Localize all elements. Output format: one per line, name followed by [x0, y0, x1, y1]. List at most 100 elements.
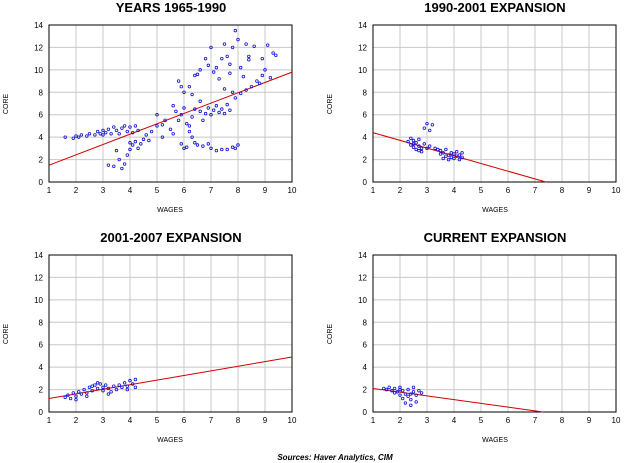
scatter-point [417, 144, 421, 148]
plot-frame [372, 254, 617, 413]
scatter-point [101, 133, 105, 137]
scatter-point [392, 391, 397, 395]
scatter-point [238, 65, 243, 70]
scatter-point [233, 96, 237, 100]
scatter-point [101, 388, 105, 393]
fit-line [372, 132, 546, 183]
scatter-point [68, 396, 73, 401]
scatter-point [193, 73, 197, 78]
scatter-point [392, 386, 397, 391]
scatter-point [449, 155, 453, 160]
y-tick-label: 10 [358, 296, 367, 305]
scatter-point [103, 130, 108, 135]
x-tick-label: 9 [263, 186, 268, 195]
scatter-point [260, 73, 264, 78]
y-tick-label: 8 [363, 318, 368, 327]
plot-frame [48, 254, 293, 413]
chart-title: YEARS 1965-1990 [116, 0, 227, 15]
scatter-point [82, 387, 86, 392]
scatter-point [244, 88, 248, 92]
x-tick-label: 6 [506, 416, 511, 425]
scatter-point [120, 126, 124, 130]
scatter-point [422, 142, 426, 146]
scatter-point [449, 151, 453, 155]
scatter-point [136, 128, 140, 133]
scatter-point [74, 397, 78, 402]
y-tick-label: 10 [34, 296, 43, 305]
fit-line [372, 387, 544, 413]
chart-title: CURRENT EXPANSION [424, 230, 567, 245]
scatter-point [179, 84, 183, 89]
scatter-point [101, 128, 105, 133]
scatter-point [214, 65, 219, 70]
x-tick-label: 5 [155, 186, 160, 195]
scatter-point [198, 109, 202, 114]
y-tick-label: 0 [363, 178, 368, 187]
scatter-point [179, 142, 183, 146]
y-tick-label: 4 [363, 363, 368, 372]
scatter-point [209, 45, 213, 50]
scatter-point [406, 387, 410, 392]
scatter-point [274, 53, 278, 57]
scatter-point [214, 148, 219, 153]
scatter-point [114, 148, 119, 153]
scatter-point [98, 132, 102, 136]
scatter-point [74, 394, 78, 398]
scatter-point [414, 147, 418, 152]
y-tick-label: 12 [34, 43, 43, 52]
x-tick-label: 9 [587, 416, 592, 425]
scatter-point [411, 142, 416, 146]
scatter-point [130, 382, 135, 386]
scatter-point [247, 54, 251, 59]
plot-frame [48, 24, 293, 183]
scatter-point [203, 111, 208, 116]
scatter-point [125, 387, 129, 392]
scatter-point [233, 28, 237, 33]
scatter-point [417, 137, 421, 142]
scatter-point [122, 124, 127, 128]
y-axis-label: CORE [3, 94, 10, 115]
scatter-point [417, 148, 421, 153]
scatter-point [217, 110, 221, 115]
scatter-point [403, 401, 408, 405]
x-tick-label: 9 [587, 186, 592, 195]
scatter-point [76, 135, 81, 139]
scatter-point [419, 146, 424, 151]
plot-frame [372, 24, 617, 183]
scatter-point [228, 62, 232, 66]
scatter-point [128, 378, 132, 383]
scatter-point [211, 70, 216, 74]
y-tick-label: 0 [363, 408, 368, 417]
scatter-point [112, 125, 116, 129]
y-tick-label: 8 [39, 88, 44, 97]
scatter-point [222, 42, 227, 46]
scatter-point [438, 148, 443, 153]
scatter-point [120, 385, 124, 390]
scatter-point [174, 109, 178, 114]
scatter-point [236, 37, 240, 42]
scatter-point [155, 124, 159, 128]
scatter-point [230, 45, 235, 50]
scatter-point [422, 126, 426, 130]
scatter-point [438, 152, 443, 156]
scatter-point [225, 54, 229, 59]
scatter-point [193, 141, 197, 145]
x-tick-label: 2 [398, 186, 403, 195]
scatter-point [390, 388, 394, 393]
plot-area [373, 25, 616, 182]
scatter-point [117, 157, 121, 162]
x-tick-label: 5 [479, 416, 484, 425]
scatter-point [441, 156, 445, 161]
y-tick-label: 14 [358, 251, 367, 260]
scatter-point [139, 142, 143, 146]
y-tick-label: 0 [39, 408, 44, 417]
y-axis-label: CORE [327, 324, 334, 345]
scatter-point [387, 385, 391, 390]
x-tick-label: 1 [47, 416, 52, 425]
scatter-point [76, 390, 81, 394]
y-tick-label: 4 [39, 133, 44, 142]
scatter-point [446, 157, 451, 162]
scatter-point [133, 124, 138, 128]
